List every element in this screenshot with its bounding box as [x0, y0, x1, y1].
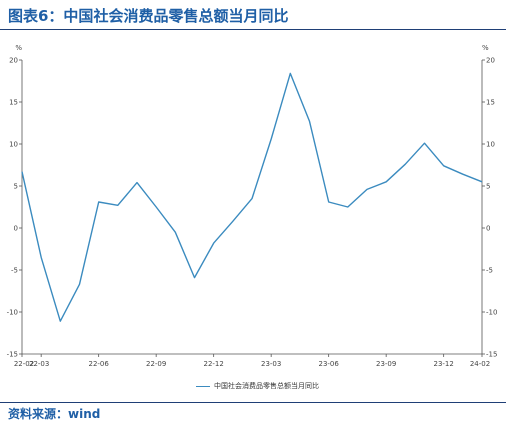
y-tick-label-left: 15 — [9, 99, 18, 107]
page-title: 图表6：中国社会消费品零售总额当月同比 — [8, 7, 289, 25]
data-point — [59, 320, 61, 322]
data-point — [442, 165, 444, 167]
data-point — [347, 206, 349, 208]
y-tick-label-left: -15 — [7, 351, 18, 359]
x-tick-label: 24-02 — [470, 360, 490, 368]
title-divider — [0, 29, 506, 30]
data-point — [308, 120, 310, 122]
x-tick-label: 23-03 — [261, 360, 281, 368]
data-point — [40, 256, 42, 258]
y-unit-left: % — [15, 44, 22, 52]
y-tick-label-right: 0 — [486, 225, 490, 233]
x-tick-label: 22-03 — [29, 360, 49, 368]
y-tick-label-left: -5 — [11, 267, 18, 275]
data-point — [462, 173, 464, 175]
data-point — [270, 138, 272, 140]
y-unit-right: % — [482, 44, 489, 52]
source-note: 资料来源：wind — [8, 407, 101, 421]
data-point — [212, 242, 214, 244]
x-tick-label: 22-09 — [146, 360, 166, 368]
data-point — [136, 181, 138, 183]
x-tick-label: 22-02 — [14, 360, 34, 368]
data-point — [117, 204, 119, 206]
legend-swatch — [196, 385, 210, 387]
y-tick-label-left: 20 — [9, 57, 18, 65]
data-point — [423, 142, 425, 144]
y-tick-label-right: 5 — [486, 183, 490, 191]
y-tick-label-left: 0 — [14, 225, 18, 233]
data-point — [193, 276, 195, 278]
x-tick-label: 23-06 — [318, 360, 339, 368]
y-tick-label-left: 5 — [14, 183, 18, 191]
data-point — [481, 181, 483, 183]
data-point — [251, 197, 253, 199]
x-tick-label: 22-12 — [203, 360, 223, 368]
data-point — [385, 181, 387, 183]
y-tick-label-right: 10 — [486, 141, 495, 149]
x-tick-label: 22-06 — [88, 360, 109, 368]
data-point — [327, 201, 329, 203]
y-tick-label-right: 15 — [486, 99, 495, 107]
legend-label: 中国社会消费品零售总额当月同比 — [214, 382, 319, 390]
data-point — [232, 220, 234, 222]
x-tick-label: 23-12 — [433, 360, 453, 368]
y-tick-label-right: -5 — [486, 267, 493, 275]
data-point — [97, 201, 99, 203]
data-point — [78, 283, 80, 285]
data-point — [155, 206, 157, 208]
data-point — [404, 163, 406, 165]
chart-series — [21, 72, 483, 322]
y-tick-label-left: 10 — [9, 141, 18, 149]
x-tick-label: 23-09 — [376, 360, 396, 368]
y-tick-label-right: -10 — [486, 309, 497, 317]
source-divider — [0, 402, 506, 403]
series-line-0 — [21, 72, 483, 322]
y-tick-label-right: 20 — [486, 57, 495, 65]
data-point — [174, 231, 176, 233]
data-point — [21, 171, 23, 173]
data-point — [289, 72, 291, 74]
data-point — [366, 188, 368, 190]
y-tick-label-right: -15 — [486, 351, 497, 359]
y-tick-label-left: -10 — [7, 309, 18, 317]
chart-legend: 中国社会消费品零售总额当月同比 — [196, 381, 319, 391]
